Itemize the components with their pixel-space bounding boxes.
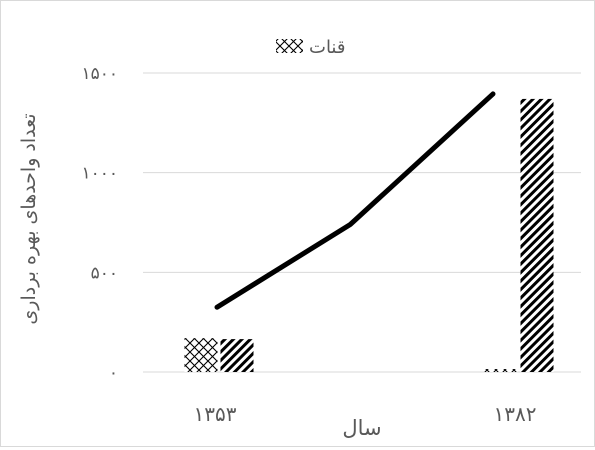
legend-label: قنات <box>309 37 345 58</box>
line-series <box>214 91 496 310</box>
y-tick-labels: ۰ ۵۰۰ ۱۰۰۰ ۱۵۰۰ <box>81 64 118 383</box>
bars <box>184 98 554 372</box>
bar-crosshatch-0 <box>184 338 218 372</box>
y-tick-label-3: ۱۵۰۰ <box>81 64 118 84</box>
y-tick-label-0: ۰ <box>109 363 118 383</box>
legend-swatch <box>276 39 303 53</box>
y-tick-label-1: ۵۰۰ <box>91 263 118 283</box>
x-tick-labels: ۱۳۵۳ ۱۳۸۲ <box>194 402 537 426</box>
x-tick-label-0: ۱۳۵۳ <box>194 402 237 426</box>
gridlines <box>143 72 581 373</box>
y-axis-label: تعداد واحدهای بهره برداری <box>18 113 40 324</box>
legend: قنات <box>276 37 345 58</box>
bar-crosshatch-1 <box>484 369 518 372</box>
line-series-path <box>214 91 496 310</box>
x-tick-label-1: ۱۳۸۲ <box>494 402 537 426</box>
y-tick-label-2: ۱۰۰۰ <box>81 164 118 184</box>
bar-diagonal-stripes-1 <box>520 98 554 372</box>
x-axis-label: سال <box>342 416 381 440</box>
bar-diagonal-stripes-0 <box>220 339 254 372</box>
